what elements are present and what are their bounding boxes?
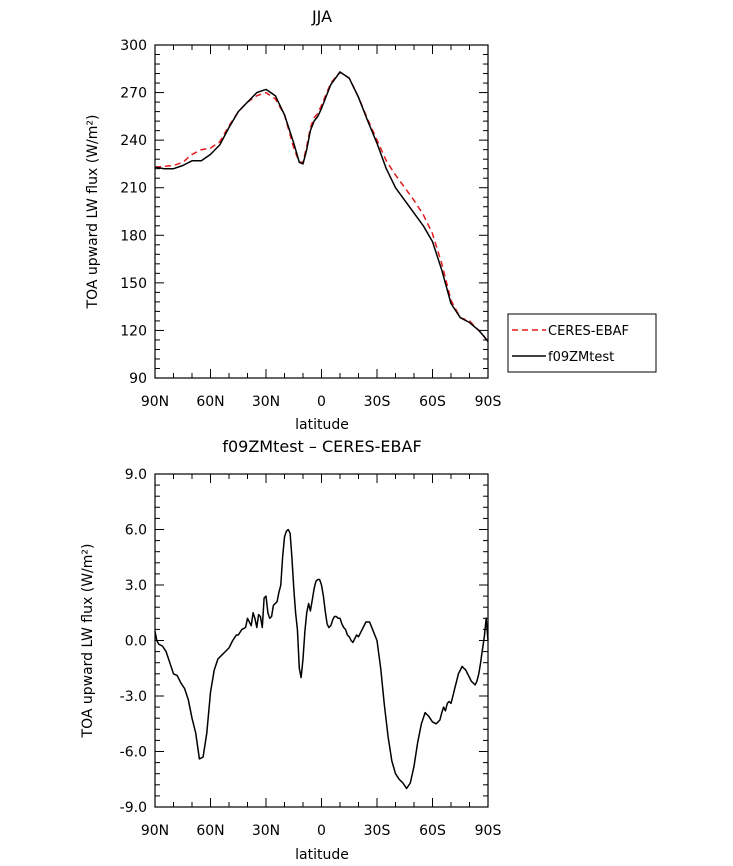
bottom-x-tick-label: 60N	[196, 823, 224, 839]
top-x-axis-label: latitude	[295, 417, 349, 433]
bottom-panel-title: f09ZMtest – CERES-EBAF	[222, 437, 421, 456]
top-panel-title: JJA	[311, 7, 332, 26]
bottom-y-tick-label: -6.0	[120, 745, 147, 761]
top-y-tick-label: 270	[120, 86, 147, 102]
top-x-tick-label: 30S	[364, 394, 391, 410]
top-plot-frame	[154, 44, 489, 379]
bottom-y-tick-label: 9.0	[125, 467, 147, 483]
top-x-tick-label: 60S	[419, 394, 446, 410]
bottom-y-tick-label: 3.0	[125, 578, 147, 594]
top-y-tick-label: 180	[120, 228, 147, 244]
bottom-plot-frame	[154, 473, 489, 808]
top-y-tick-label: 150	[120, 276, 147, 292]
bottom-panel: f09ZMtest – CERES-EBAF 90N 60N 30N 0 30S 60S 9…	[80, 437, 501, 863]
bottom-y-axis-label: TOA upward LW flux (W/m²)	[80, 544, 96, 739]
top-panel: JJA 90N 60N 30N 0 30S 60S 90S 90 120 150 180 210 240…	[85, 7, 657, 433]
bottom-x-tick-label: 30S	[364, 823, 391, 839]
bottom-x-tick-label: 90N	[141, 823, 169, 839]
legend-label-f09zmtest: f09ZMtest	[548, 350, 614, 365]
top-series-line-f09zmtest	[154, 71, 489, 342]
top-y-tick-label: 120	[120, 323, 147, 339]
top-series-line-ceres-ebaf	[154, 71, 489, 342]
top-ticks: 90N 60N 30N 0 30S 60S 90S 90 120 150 180 210 240 270 3…	[120, 38, 501, 410]
bottom-y-tick-label: -9.0	[120, 800, 147, 816]
bottom-y-tick-label: 0.0	[125, 634, 147, 650]
top-x-tick-label: 90S	[475, 394, 502, 410]
top-y-tick-label: 210	[120, 181, 147, 197]
legend-label-ceres-ebaf: CERES-EBAF	[548, 324, 629, 339]
top-series	[154, 71, 489, 342]
top-y-tick-label: 240	[120, 133, 147, 149]
top-x-tick-label: 90N	[141, 394, 169, 410]
legend-box	[507, 313, 657, 373]
top-x-tick-label: 0	[317, 394, 326, 410]
bottom-ticks: 90N 60N 30N 0 30S 60S 90S -9.0 -6.0 -3.0 0.0 3.0 6.0…	[120, 467, 502, 839]
top-y-tick-label: 300	[120, 38, 147, 54]
bottom-series	[154, 528, 489, 790]
top-x-tick-label: 30N	[252, 394, 280, 410]
top-y-tick-label: 90	[129, 371, 147, 387]
bottom-x-tick-label: 90S	[475, 823, 502, 839]
bottom-x-tick-label: 60S	[419, 823, 446, 839]
top-y-axis-label: TOA upward LW flux (W/m²)	[85, 115, 101, 310]
legend: CERES-EBAF f09ZMtest	[507, 313, 657, 373]
bottom-series-line-0	[154, 528, 489, 790]
bottom-y-tick-label: -3.0	[120, 689, 147, 705]
bottom-y-tick-label: 6.0	[125, 523, 147, 539]
bottom-x-tick-label: 0	[317, 823, 326, 839]
bottom-x-axis-label: latitude	[295, 847, 349, 863]
top-x-tick-label: 60N	[196, 394, 224, 410]
bottom-x-tick-label: 30N	[252, 823, 280, 839]
